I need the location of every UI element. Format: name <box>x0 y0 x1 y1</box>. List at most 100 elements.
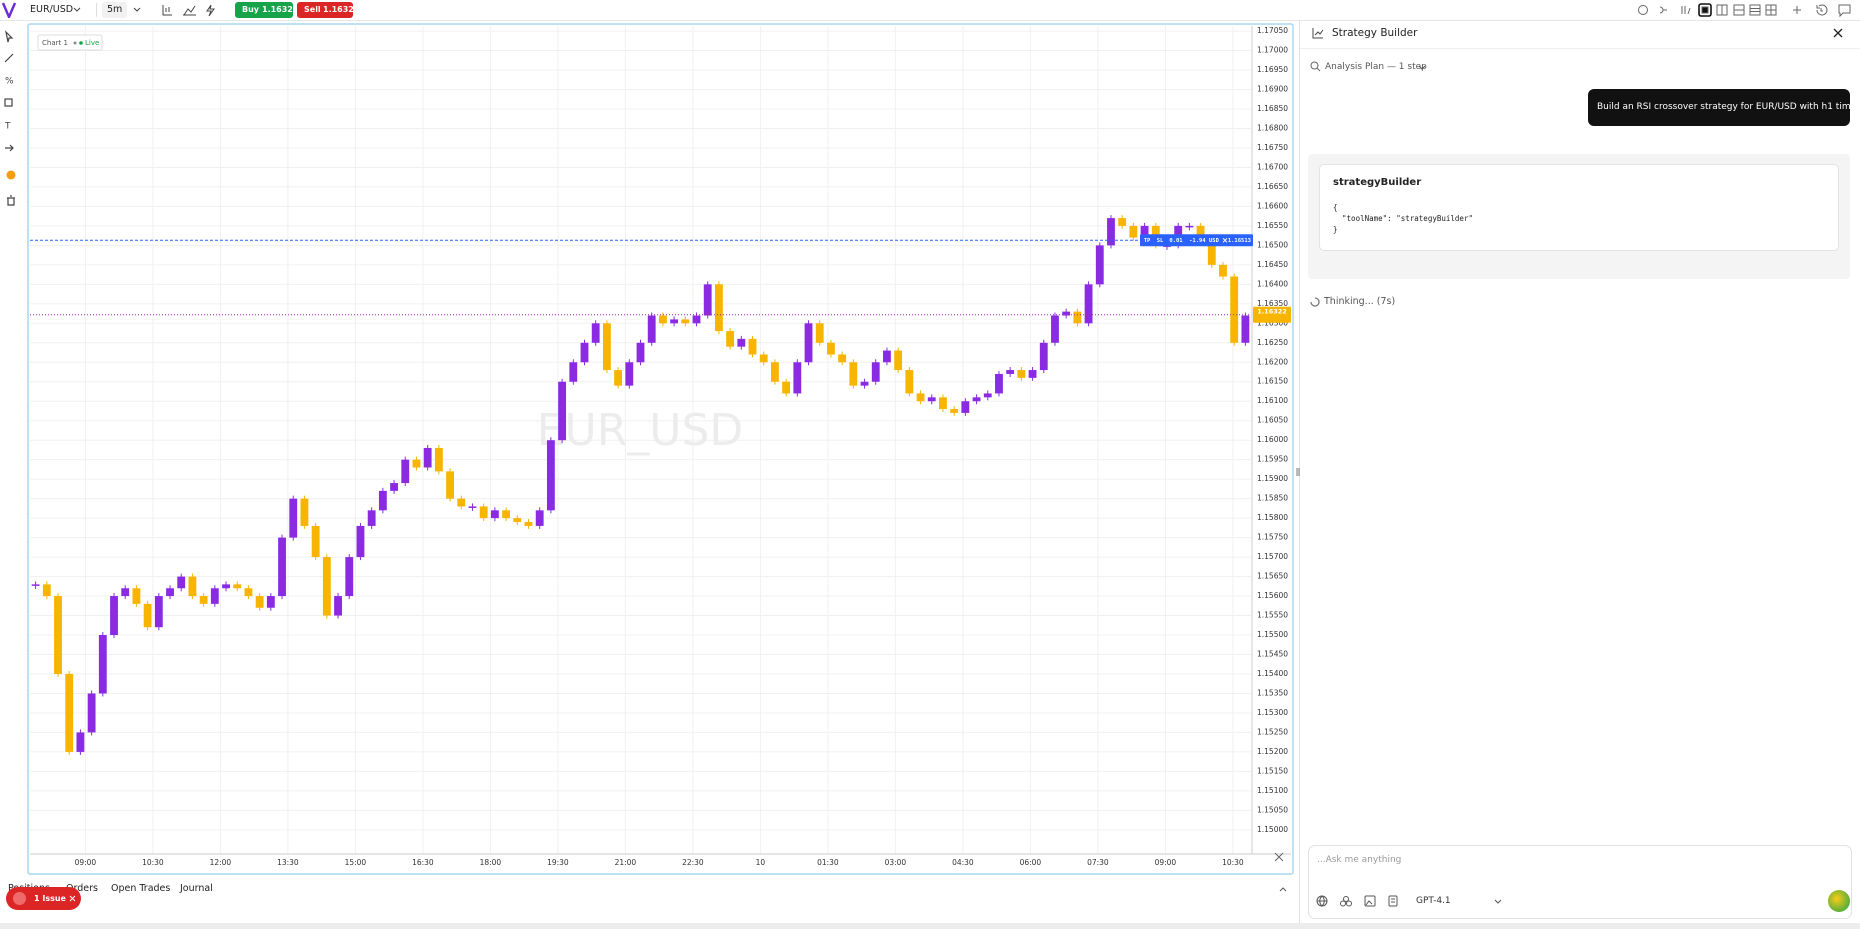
candle <box>502 510 510 519</box>
candle <box>31 584 40 586</box>
fullscreen-icon[interactable] <box>1274 852 1284 862</box>
candle <box>827 342 835 355</box>
buy-button[interactable]: Buy 1.16322 <box>235 2 298 18</box>
candle <box>322 557 331 616</box>
candle <box>1062 311 1071 316</box>
chevron[interactable] <box>133 6 141 14</box>
y-tick-label: 1.16450 <box>1257 260 1288 269</box>
chevron[interactable] <box>73 6 81 14</box>
x-tick-label: 07:30 <box>1087 858 1109 867</box>
tab[interactable]: Open Trades <box>111 883 171 894</box>
candle <box>961 401 970 413</box>
buy-price[interactable]: 1.16322 <box>262 5 299 14</box>
tab[interactable]: Journal <box>180 883 213 894</box>
candle <box>255 596 264 608</box>
sell-label[interactable]: Sell <box>304 5 321 14</box>
y-tick-label: 1.16200 <box>1257 357 1288 366</box>
candle <box>714 284 723 332</box>
separator-dot <box>73 41 77 45</box>
analysis-plan[interactable]: Analysis Plan — 1 step <box>1325 62 1427 72</box>
y-tick-label: 1.15700 <box>1257 552 1288 561</box>
candle <box>838 354 847 363</box>
chat-input[interactable]: ...Ask me anything GPT-4.1 <box>1308 845 1852 919</box>
candle <box>132 588 141 604</box>
candle <box>782 381 791 394</box>
symbol[interactable]: EUR/USD <box>30 4 74 15</box>
tab[interactable]: Orders <box>66 883 98 894</box>
x-tick-label: 09:00 <box>1155 858 1177 867</box>
sell-button[interactable]: Sell 1.16323 <box>297 2 359 18</box>
divider <box>96 3 97 17</box>
candle <box>815 323 824 343</box>
y-tick-label: 1.15600 <box>1257 591 1288 600</box>
send-avatar[interactable] <box>1828 890 1850 912</box>
candle <box>681 319 690 324</box>
drawing-tools[interactable]: % T <box>4 30 16 206</box>
candle <box>894 350 903 371</box>
candle <box>1185 225 1194 228</box>
chart-label: Chart 1 <box>42 39 68 47</box>
sell-price[interactable]: 1.16323 <box>323 5 360 14</box>
spinner <box>1310 297 1320 307</box>
candle <box>1219 264 1227 277</box>
chart: EUR_USD Chart 1 Live % T 1.15000 1.15050 1… <box>4 23 1294 875</box>
issue-badge[interactable]: 1 Issue <box>6 887 81 910</box>
emoji-tool[interactable] <box>6 170 16 180</box>
issue-count[interactable]: 1 Issue <box>34 894 66 903</box>
candle <box>849 362 858 386</box>
candle <box>1017 370 1026 378</box>
cursor-tool[interactable] <box>5 30 14 43</box>
candle <box>524 522 533 526</box>
text-tool[interactable]: T <box>4 122 11 132</box>
header-divider <box>1300 48 1860 49</box>
close-panel[interactable] <box>1833 28 1843 38</box>
interval[interactable]: 5m <box>102 2 128 18</box>
candle <box>177 576 186 589</box>
chart-tools[interactable] <box>160 3 220 17</box>
input-placeholder[interactable]: ...Ask me anything <box>1317 855 1402 865</box>
candle <box>390 483 398 491</box>
percent-tool[interactable]: % <box>5 77 14 87</box>
x-tick-label: 16:30 <box>412 858 434 867</box>
candle <box>513 518 522 523</box>
y-tick-label: 1.15750 <box>1257 533 1288 542</box>
input-tools[interactable] <box>1315 894 1405 908</box>
y-tick-label: 1.17000 <box>1257 46 1288 55</box>
layout-toolbar[interactable] <box>1635 2 1860 18</box>
order-close <box>1222 237 1228 243</box>
chevron[interactable] <box>1494 898 1502 906</box>
candle <box>188 576 197 597</box>
delete-tool[interactable] <box>7 195 15 206</box>
candle <box>569 362 578 382</box>
buy-label[interactable]: Buy <box>242 5 260 14</box>
candle <box>345 557 354 597</box>
issue-close[interactable] <box>69 895 76 902</box>
candle <box>1241 315 1250 343</box>
rect-tool[interactable] <box>4 98 13 107</box>
arrow-tool[interactable] <box>5 144 14 152</box>
candle <box>434 447 443 472</box>
candle <box>692 315 701 324</box>
chart-frame <box>27 23 1294 875</box>
candle <box>1118 218 1127 226</box>
live-status: Live <box>85 39 99 47</box>
candle <box>87 693 96 733</box>
y-tick-label: 1.16100 <box>1257 396 1288 405</box>
y-tick-label: 1.15250 <box>1257 727 1288 736</box>
tool-card: strategyBuilder { "toolName": "strategyB… <box>1319 164 1839 251</box>
candle <box>378 490 387 511</box>
candle <box>154 596 163 628</box>
chevron[interactable] <box>1418 64 1426 72</box>
model-select[interactable]: GPT-4.1 <box>1416 896 1451 906</box>
y-tick-label: 1.16050 <box>1257 416 1288 425</box>
candle <box>748 338 757 355</box>
y-tick-label: 1.16600 <box>1257 201 1288 210</box>
splitter-handle[interactable] <box>1295 467 1301 477</box>
candle <box>771 362 779 382</box>
candle <box>972 397 981 402</box>
user-message-bubble: Build an RSI crossover strategy for EUR/… <box>1588 89 1860 126</box>
line-tool[interactable] <box>4 53 14 63</box>
collapse-icon[interactable] <box>1279 885 1287 893</box>
candle <box>166 588 174 597</box>
